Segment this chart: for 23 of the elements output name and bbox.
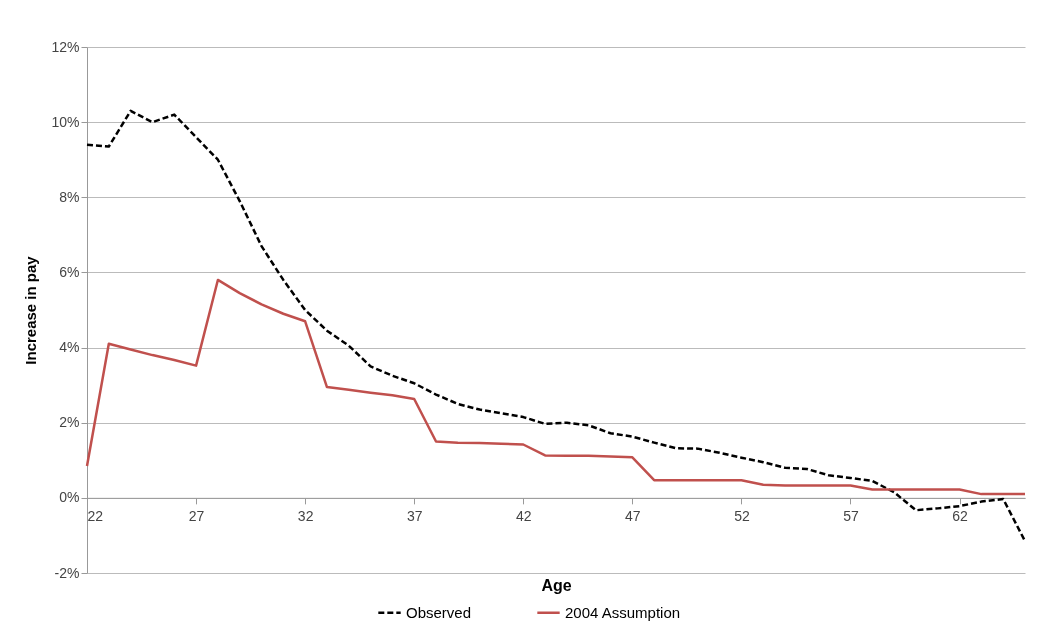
x-tick-label: 57 bbox=[843, 508, 859, 525]
y-tick-label: 4% bbox=[59, 339, 80, 356]
x-tick-label: 42 bbox=[515, 508, 532, 525]
legend-label: 2004 Assumption bbox=[565, 603, 681, 621]
x-tick-label: 47 bbox=[625, 508, 641, 525]
y-tick-label: 8% bbox=[59, 188, 80, 205]
y-axis-title: Increase in pay bbox=[22, 255, 40, 365]
x-tick-label: 62 bbox=[952, 508, 969, 525]
line-series bbox=[85, 278, 1027, 496]
y-tick-label: 12% bbox=[51, 38, 80, 55]
y-tick-label: -2% bbox=[54, 564, 80, 581]
x-tick-label: 52 bbox=[734, 508, 750, 525]
y-tick-label: 6% bbox=[59, 263, 80, 280]
y-tick-label: 0% bbox=[59, 489, 80, 506]
line-series bbox=[85, 109, 1027, 543]
x-tick-label: 37 bbox=[406, 508, 423, 525]
x-tick-label: 22 bbox=[87, 508, 104, 525]
legend-label: Observed bbox=[406, 603, 472, 621]
x-axis-title: Age bbox=[541, 576, 572, 594]
x-tick-label: 27 bbox=[188, 508, 205, 525]
x-tick-label: 32 bbox=[297, 508, 314, 525]
y-tick-label: 2% bbox=[59, 414, 80, 431]
y-tick-label: 10% bbox=[51, 113, 80, 130]
